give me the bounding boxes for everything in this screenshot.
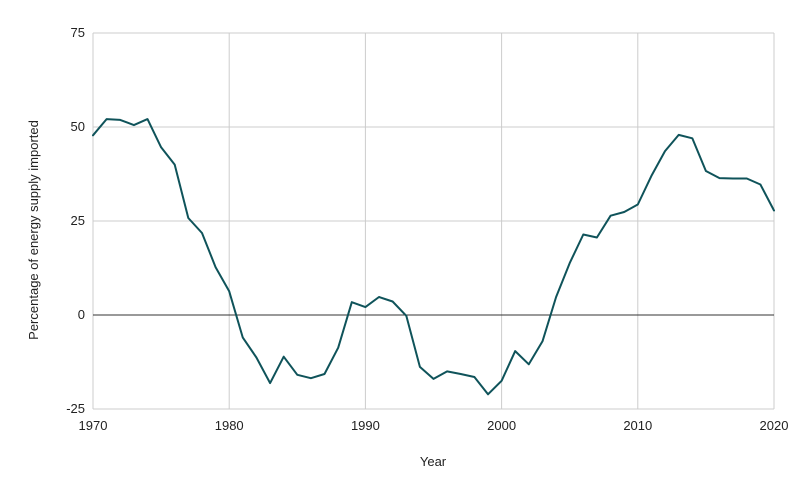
x-axis-title: Year — [420, 454, 447, 469]
y-tick-label: 0 — [78, 307, 85, 322]
y-tick-label: 50 — [71, 119, 85, 134]
y-tick-label: 25 — [71, 213, 85, 228]
y-tick-label: -25 — [66, 401, 85, 416]
series-layer — [92, 118, 775, 396]
y-axis-title: Percentage of energy supply imported — [26, 120, 41, 340]
x-tick-label: 2020 — [760, 418, 789, 433]
series-line — [92, 118, 775, 396]
y-tick-label: 75 — [71, 25, 85, 40]
grid — [92, 32, 775, 410]
x-tick-label: 2000 — [487, 418, 516, 433]
x-axis-ticks: 1970 1980 1990 2000 2010 2020 — [79, 418, 789, 433]
x-tick-label: 2010 — [623, 418, 652, 433]
y-axis-ticks: -25 0 25 50 75 — [66, 25, 85, 416]
x-tick-label: 1980 — [215, 418, 244, 433]
x-tick-label: 1970 — [79, 418, 108, 433]
x-tick-label: 1990 — [351, 418, 380, 433]
